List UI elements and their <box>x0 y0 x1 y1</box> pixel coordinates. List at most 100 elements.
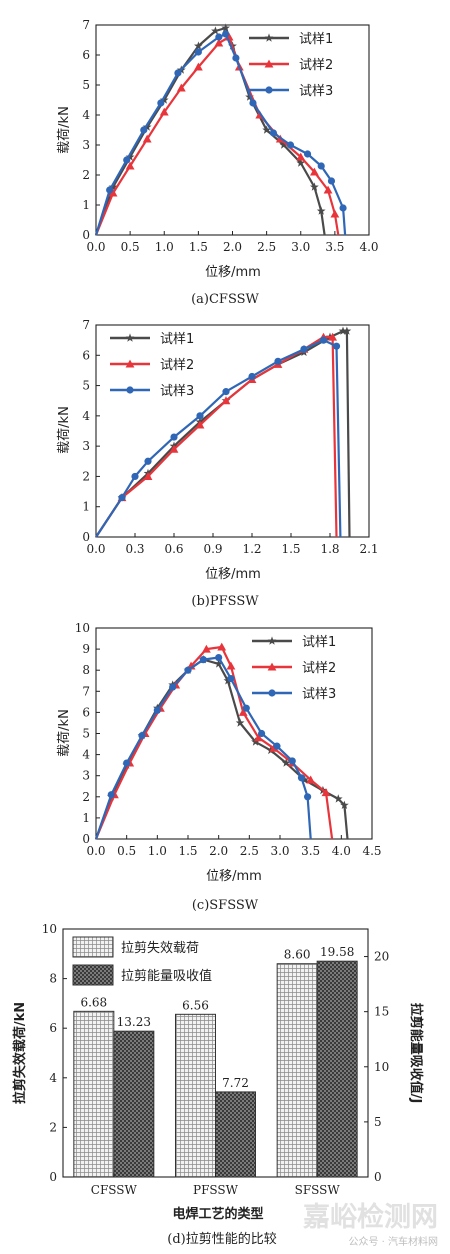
y-ticks-right: 0 5 10 15 20 <box>364 950 389 1184</box>
data-point <box>339 204 347 212</box>
bar-value-label: 6.56 <box>182 998 209 1012</box>
x-tick-label: 3.0 <box>291 240 310 254</box>
legend-marker <box>126 386 134 394</box>
x-ticks: 0.0 0.5 1.0 1.5 2.0 2.5 3.0 3.5 4.0 <box>86 231 379 254</box>
y-tick-label: 6 <box>49 1021 57 1035</box>
legend-marker <box>268 689 276 697</box>
y-tick-label: 4 <box>82 748 90 762</box>
x-tick-label: 2.0 <box>223 240 242 254</box>
x-tick-label: 3.0 <box>270 844 289 858</box>
data-point <box>242 704 250 712</box>
x-tick-label: 0.5 <box>117 844 136 858</box>
chart-panel-d: 6.68 13.23 6.56 7.72 8.60 19.58 0 2 4 6 8 10 0 5 10 1… <box>12 922 424 1247</box>
legend-marker <box>267 662 277 671</box>
legend-label: 试样1 <box>299 32 333 47</box>
data-point <box>159 107 169 116</box>
legend-label: 拉剪失效载荷 <box>121 940 199 956</box>
data-point <box>227 675 235 683</box>
x-axis-label: 位移/mm <box>205 265 261 280</box>
data-point <box>214 659 223 668</box>
x-tick-label: 1.0 <box>155 240 174 254</box>
y-tick-label: 1 <box>82 198 90 212</box>
y-axis-label-left: 拉剪失效载荷/kN <box>12 1002 28 1104</box>
y-tick-label: 2 <box>49 1120 57 1134</box>
series-layer <box>94 23 347 236</box>
x-tick-label: 4.5 <box>362 844 381 858</box>
x-tick-label: 1.5 <box>189 240 208 254</box>
panel-caption: (a)CFSSW <box>191 292 259 307</box>
y-tick-label: 7 <box>82 684 90 698</box>
series-line <box>95 339 342 538</box>
data-point <box>215 33 223 41</box>
legend-label: 试样3 <box>302 687 336 702</box>
plot-frame <box>95 324 370 538</box>
data-point <box>317 162 325 170</box>
data-point <box>321 788 331 797</box>
data-point <box>107 791 115 799</box>
x-tick-label: 0.9 <box>203 542 222 556</box>
legend-label: 试样2 <box>160 358 194 373</box>
series-line <box>94 26 326 236</box>
bar-failure-load <box>276 963 318 1178</box>
data-point <box>142 134 152 143</box>
data-point <box>123 156 131 164</box>
y-tick-label: 10 <box>42 922 57 936</box>
data-point <box>306 775 316 784</box>
panel-caption: (c)SFSSW <box>192 898 259 913</box>
y-tick-label: 1 <box>82 811 90 825</box>
data-point <box>193 62 203 71</box>
y-tick-label: 2 <box>82 168 90 182</box>
y-tick-label: 0 <box>82 832 90 846</box>
x-tick-label: 2.1 <box>359 542 378 556</box>
data-point <box>232 54 240 62</box>
data-point <box>169 683 177 691</box>
legend-marker <box>125 359 135 368</box>
data-point <box>254 733 263 742</box>
x-ticks: 0.0 0.5 1.0 1.5 2.0 2.5 3.0 3.5 4.0 4.5 <box>86 835 382 858</box>
bar-energy-absorption <box>215 1091 256 1178</box>
series-line <box>95 330 351 538</box>
data-point <box>238 708 248 716</box>
x-tick-label: 1.8 <box>320 542 339 556</box>
bar-energy-absorption <box>316 960 358 1178</box>
data-point <box>248 372 256 381</box>
data-point <box>330 209 340 218</box>
data-point <box>296 158 306 167</box>
panel-caption: (d)拉剪性能的比较 <box>167 1231 276 1247</box>
category-labels: CFSSW PFSSW SFSSW <box>91 1173 341 1197</box>
data-point <box>125 161 135 170</box>
legend-label: 试样2 <box>299 58 333 73</box>
data-point <box>249 99 257 107</box>
bar-layer: 6.68 13.23 6.56 7.72 8.60 19.58 <box>73 945 358 1178</box>
x-tick-label: 2.0 <box>209 844 228 858</box>
x-axis-label: 位移/mm <box>206 869 262 884</box>
x-tick-label: 0.6 <box>164 542 183 556</box>
data-point <box>199 656 207 664</box>
data-point <box>108 188 118 197</box>
bar-value-label: 13.23 <box>117 1015 151 1029</box>
legend-marker <box>267 636 277 645</box>
y-tick-label: 3 <box>82 138 90 152</box>
data-point <box>144 457 152 465</box>
x-tick-label: 4.0 <box>332 844 351 858</box>
series-line <box>94 645 334 840</box>
legend: 试样1 试样2 试样3 <box>110 332 194 399</box>
legend-marker <box>264 59 274 68</box>
y2-tick-label: 10 <box>374 1060 389 1074</box>
category-label: SFSSW <box>295 1183 341 1197</box>
y-tick-label: 8 <box>49 972 57 986</box>
x-tick-label: 1.2 <box>242 542 261 556</box>
data-point <box>222 30 230 38</box>
y-tick-label: 0 <box>82 228 90 242</box>
x-tick-label: 1.5 <box>281 542 300 556</box>
bar-value-label: 19.58 <box>320 945 354 959</box>
data-point <box>108 182 118 191</box>
data-point <box>140 126 148 134</box>
legend: 试样1 试样2 试样3 <box>249 32 333 99</box>
data-point <box>221 396 231 405</box>
y-tick-label: 0 <box>82 530 90 544</box>
data-point <box>221 23 230 32</box>
data-point <box>286 141 295 149</box>
data-point <box>328 332 337 341</box>
